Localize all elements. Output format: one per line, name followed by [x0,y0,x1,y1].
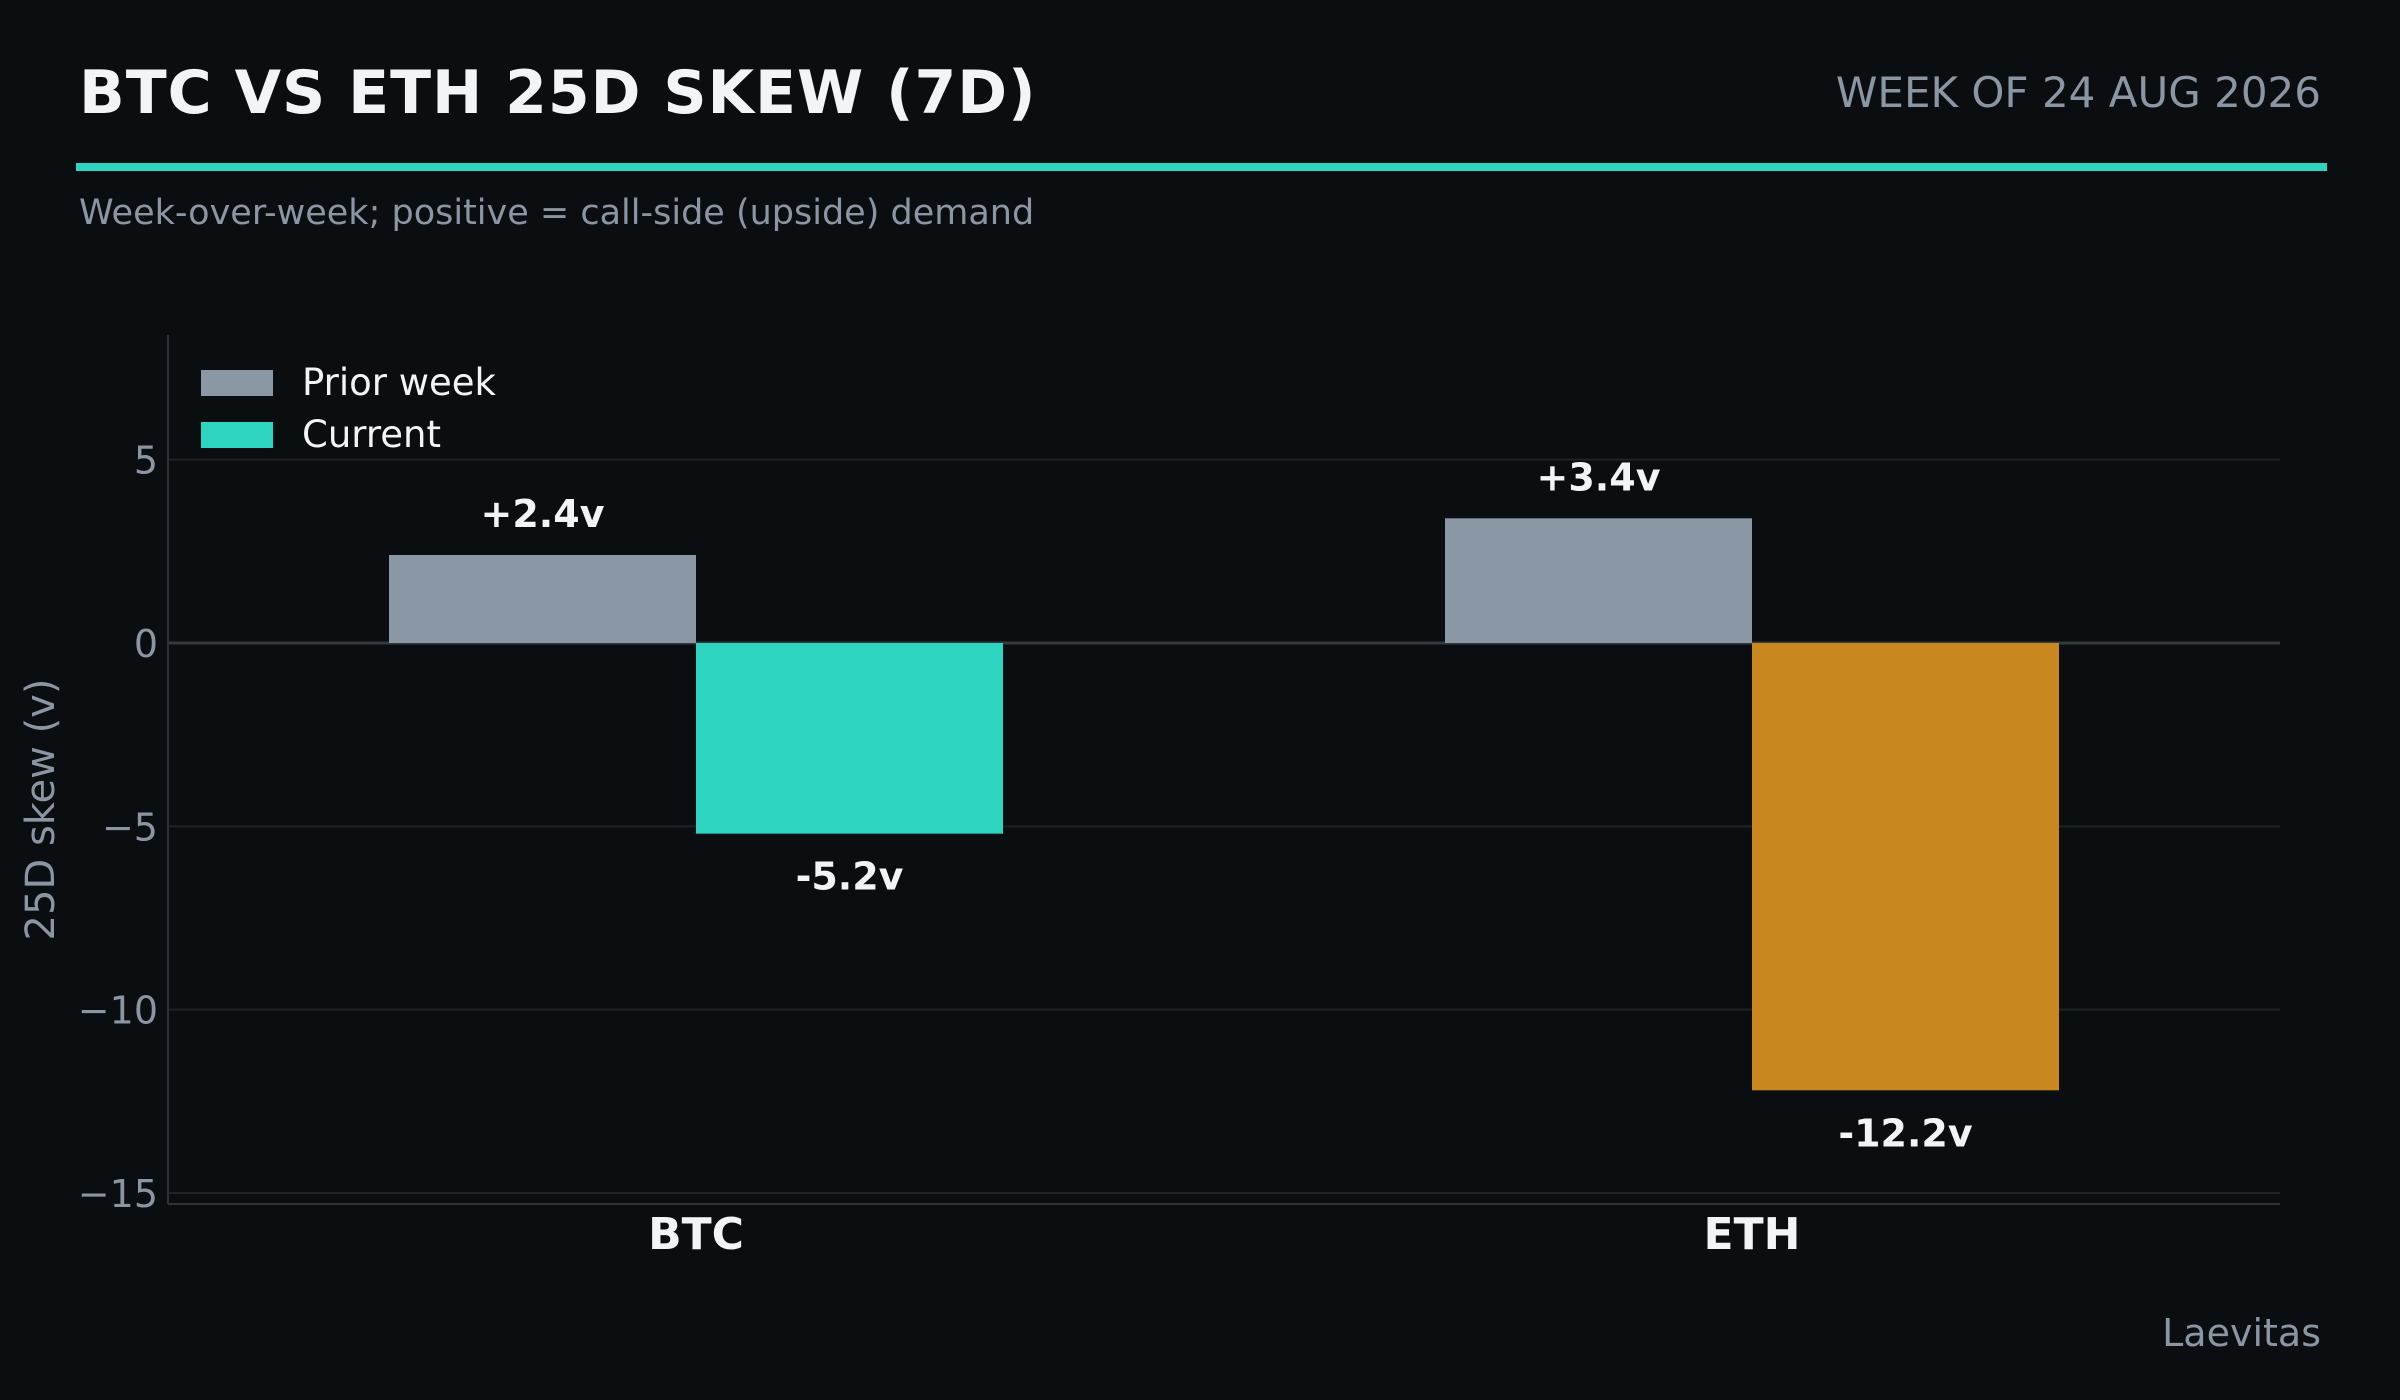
bar-value-label: -12.2v [1838,1111,1973,1155]
legend: Prior week Current [201,361,497,456]
y-axis-title: 25D skew (v) [18,679,64,941]
legend-swatch [201,422,273,448]
axes: 5 0 −5 −10 −15 25D skew (v) BTC ETH [18,335,2280,1260]
x-tick-label: BTC [648,1209,744,1260]
y-tick-label: 5 [134,439,158,483]
legend-label: Prior week [302,361,497,404]
bar-value-label: +2.4v [481,492,605,536]
bar-eth-current [1752,643,2059,1091]
y-tick-label: −5 [102,805,158,849]
y-tick-label: −15 [78,1172,158,1216]
chart-subtitle: Week-over-week; positive = call-side (up… [79,193,1035,233]
title-rule [76,163,2327,171]
bars [389,518,2059,1091]
legend-swatch [201,370,273,396]
week-label: WEEK OF 24 AUG 2026 [1835,68,2321,117]
x-tick-label: ETH [1704,1209,1801,1260]
source-credit: Laevitas [2162,1311,2321,1355]
bar-value-label: -5.2v [796,855,904,899]
bar-btc-current [696,643,1003,834]
y-tick-label: −10 [78,989,158,1033]
bar-eth-prior-week [1445,518,1752,643]
data-labels: +2.4v -5.2v +3.4v -12.2v [481,455,1973,1155]
y-tick-label: 0 [134,622,158,666]
legend-label: Current [302,413,441,456]
bar-btc-prior-week [389,555,696,643]
bar-value-label: +3.4v [1537,455,1661,499]
chart-title: BTC VS ETH 25D SKEW (7D) [79,58,1037,128]
